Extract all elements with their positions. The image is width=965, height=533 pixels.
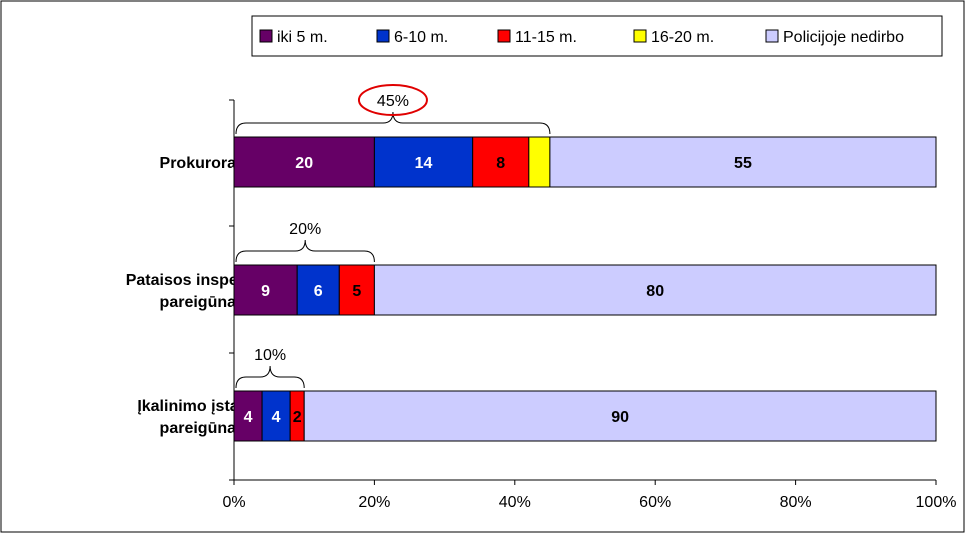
bar-segment-6-10-m [261,390,291,442]
bar-segment-iki-5-m [233,264,298,316]
bar-segment-policijoje-nedirbo [549,136,937,188]
x-tick-label: 0% [222,494,245,511]
bar-segment-policijoje-nedirbo [303,390,937,442]
bar-segment-11-15-m [472,136,530,188]
bar-segment-6-10-m [296,264,340,316]
category-label-ikalinimo-istaigu-pareigunai: pareigūnai [160,420,241,437]
legend-swatch-iki-5-m [259,29,273,43]
legend-swatch-11-15-m [497,29,511,43]
annotation-label: 10% [254,347,286,364]
legend-swatch-16-20-m [633,29,647,43]
data-label: 90 [611,409,629,426]
legend-label-6-10-m: 6-10 m. [394,29,448,46]
x-tick-label: 80% [780,494,812,511]
legend-label-policijoje-nedirbo: Policijoje nedirbo [783,29,904,46]
data-label: 2 [293,409,302,426]
data-label: 6 [314,283,323,300]
legend-box [251,15,943,57]
data-label: 9 [261,283,270,300]
category-label-ikalinimo-istaigu-pareigunai: Įkalinimo įstaigų [137,398,262,415]
data-label: 8 [496,155,505,172]
legend-label-11-15-m: 11-15 m. [515,29,577,46]
data-label: 55 [734,155,752,172]
brace-annotation [235,111,551,135]
annotation-label: 45% [377,93,409,110]
bar-segment-policijoje-nedirbo [373,264,937,316]
bar-segment-16-20-m [528,136,551,188]
x-tick-label: 20% [358,494,390,511]
x-tick-label: 40% [499,494,531,511]
category-label-prokurorai: Prokurorai [160,155,241,172]
data-label: 14 [415,155,433,172]
annotation-label: 20% [289,221,321,238]
legend-swatch-policijoje-nedirbo [765,29,779,43]
bar-segment-11-15-m [338,264,375,316]
highlight-ellipse [357,84,428,116]
data-label: 20 [295,155,313,172]
data-label: 80 [646,283,664,300]
legend-swatch-6-10-m [376,29,390,43]
data-label: 4 [244,409,253,426]
legend: iki 5 m. 6-10 m. 11-15 m. 16-20 m. Policijoj… [251,15,943,57]
bar-segment-iki-5-m [233,136,375,188]
x-tick-label: 100% [916,494,957,511]
brace-annotation [235,239,375,263]
data-label: 5 [352,283,361,300]
bar-segment-iki-5-m [233,390,263,442]
legend-label-16-20-m: 16-20 m. [651,29,714,46]
bar-segment-6-10-m [373,136,474,188]
data-label: 4 [272,409,281,426]
category-label-pataisos-inspekciju-pareigunai: pareigūnai [160,294,241,311]
brace-annotation [235,365,305,389]
x-tick-label: 60% [639,494,671,511]
legend-label-iki-5-m: iki 5 m. [277,29,328,46]
